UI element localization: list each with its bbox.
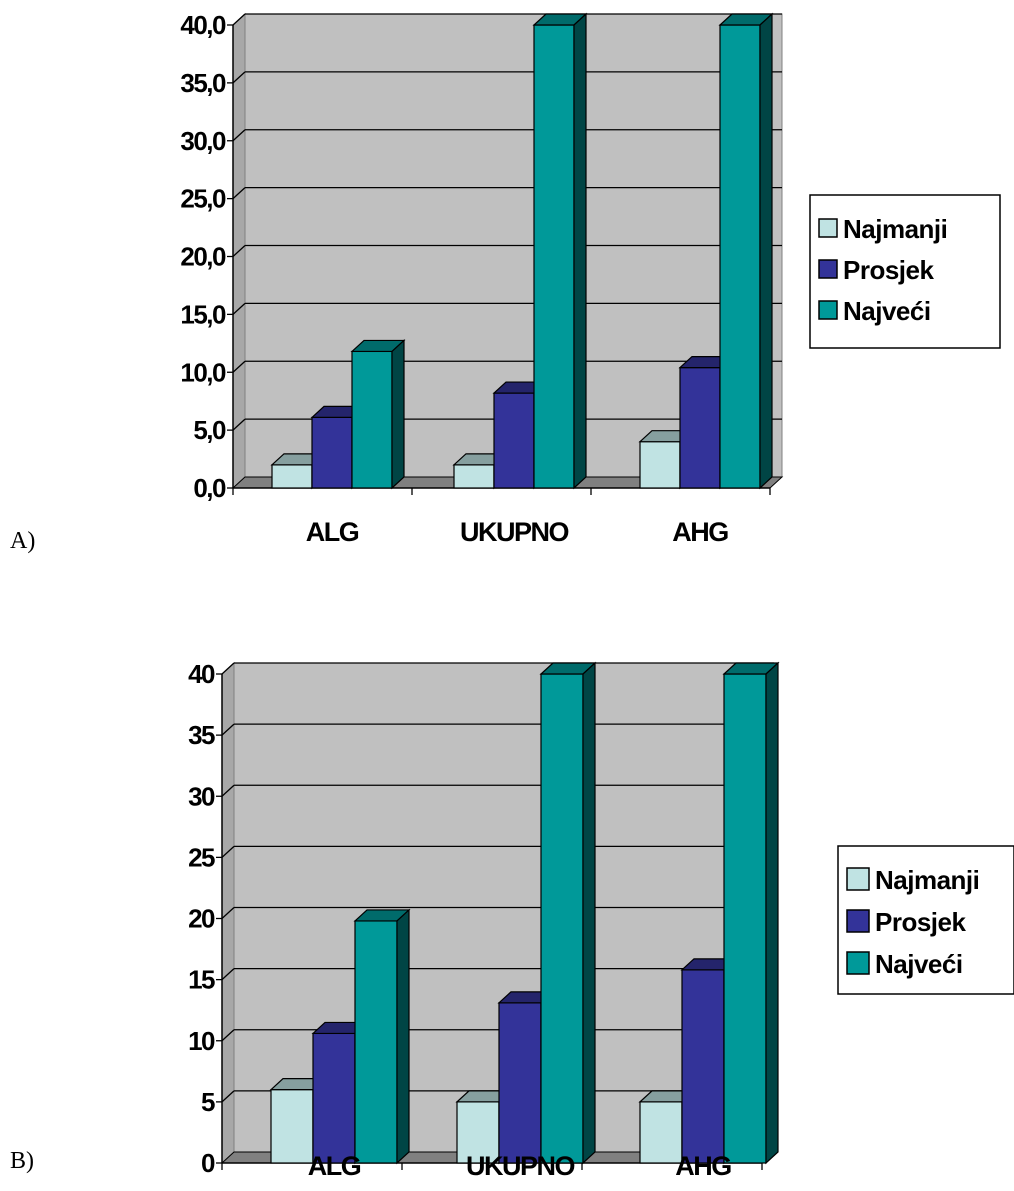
y-tick-label: 0 <box>201 1148 215 1178</box>
bar <box>353 908 411 1165</box>
bar-front <box>498 1002 542 1164</box>
panel-label: B) <box>10 1148 34 1174</box>
y-tick-label: 10 <box>188 1026 215 1056</box>
legend-swatch <box>818 218 838 238</box>
bar <box>539 661 597 1165</box>
x-category-label: AHG <box>672 517 728 547</box>
gridline <box>232 71 246 84</box>
gridline <box>232 360 246 373</box>
y-tick-label: 15 <box>188 965 215 995</box>
bar-front <box>312 1032 356 1164</box>
bar-front <box>354 920 398 1164</box>
y-tick-label: 0,0 <box>193 473 226 503</box>
y-tick-label: 20,0 <box>180 242 226 272</box>
bar-front <box>681 969 725 1164</box>
bar-front <box>311 416 353 489</box>
bar-side <box>391 339 405 490</box>
x-category-label: ALG <box>308 1151 361 1181</box>
bar-side <box>765 661 779 1165</box>
legend-label: Najveći <box>875 949 963 979</box>
bar-front <box>493 392 535 489</box>
y-tick-label: 15,0 <box>180 299 226 329</box>
bar <box>532 12 588 490</box>
legend-label: Prosjek <box>875 907 966 937</box>
gridline <box>232 418 246 431</box>
bar-front <box>719 24 761 489</box>
x-category-label: UKUPNO <box>460 517 569 547</box>
legend-label: Najmanji <box>875 865 979 895</box>
y-tick-label: 5,0 <box>193 415 226 445</box>
legend-swatch <box>818 259 838 279</box>
y-tick-label: 25,0 <box>180 184 226 214</box>
bar-front <box>679 367 721 489</box>
bar-side <box>396 908 410 1165</box>
bar <box>722 661 780 1165</box>
bar-side <box>582 661 596 1165</box>
legend: Najmanji Prosjek Najveći <box>837 845 1014 995</box>
gridline <box>221 968 235 981</box>
bar-front <box>540 673 584 1164</box>
legend-box <box>809 194 1001 349</box>
bar-front <box>270 1089 314 1164</box>
y-tick-label: 35 <box>188 720 215 750</box>
y-tick-label: 40 <box>188 659 215 689</box>
legend-swatch <box>846 951 870 975</box>
chart-a: 0,0 5,0 10,0 15,0 20,0 25,0 30,0 35,0 40,0 ALG UKU… <box>10 10 1001 554</box>
legend-label: Najmanji <box>843 214 947 244</box>
y-tick-label: 20 <box>188 904 215 934</box>
gridline <box>232 245 246 257</box>
bar-front <box>271 464 313 489</box>
x-category-label: AHG <box>675 1151 731 1181</box>
legend-swatch <box>846 909 870 933</box>
bar-front <box>533 24 575 489</box>
bar-front <box>453 464 495 489</box>
legend: Najmanji Prosjek Najveći <box>809 194 1001 349</box>
y-tick-label: 40,0 <box>180 10 226 40</box>
y-tick-label: 5 <box>201 1087 215 1117</box>
legend-swatch <box>846 867 870 891</box>
gridline <box>232 187 246 200</box>
bar-front <box>723 673 767 1164</box>
gridline <box>232 129 246 142</box>
x-category-label: UKUPNO <box>466 1151 575 1181</box>
gridline <box>221 784 235 797</box>
bar-side <box>759 12 773 490</box>
gridline <box>221 845 235 858</box>
y-tick-label: 10,0 <box>180 357 226 387</box>
legend-label: Prosjek <box>843 255 934 285</box>
x-category-label: ALG <box>306 517 359 547</box>
gridline <box>221 1090 235 1103</box>
gridline <box>221 907 235 919</box>
gridline <box>221 662 235 675</box>
y-tick-label: 30 <box>188 781 215 811</box>
y-tick-label: 25 <box>188 842 215 872</box>
y-tick-label: 35,0 <box>180 68 226 98</box>
chart-b: 0 5 10 15 20 25 30 35 40 ALG UKUPNO AHG Najmanji Pros… <box>10 659 1014 1181</box>
bar-front <box>351 350 393 489</box>
gridline <box>232 13 246 26</box>
gridline <box>221 1029 235 1042</box>
gridline <box>221 723 235 736</box>
legend-label: Najveći <box>843 296 931 326</box>
y-tick-label: 30,0 <box>180 126 226 156</box>
bar-front <box>639 441 681 489</box>
bar-front <box>639 1101 683 1164</box>
bar-side <box>573 12 587 490</box>
legend-swatch <box>818 300 838 320</box>
bar <box>350 339 406 490</box>
panel-label: A) <box>10 528 35 554</box>
gridline <box>232 302 246 315</box>
bar-front <box>456 1101 500 1164</box>
bar <box>718 12 774 490</box>
